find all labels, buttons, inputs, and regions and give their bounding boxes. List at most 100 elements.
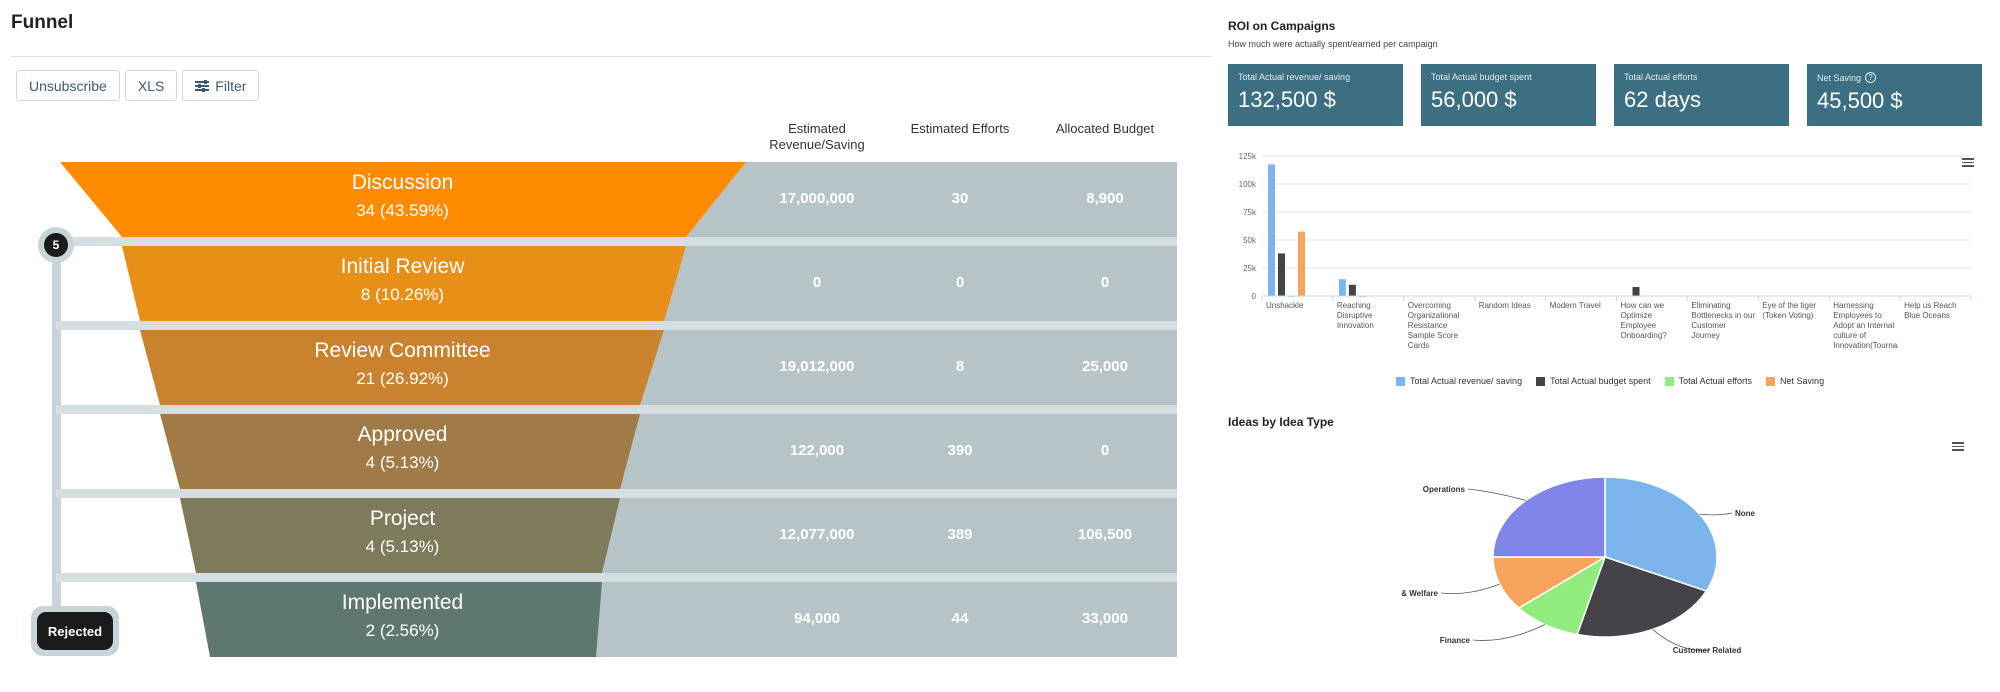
funnel-row[interactable]: Review Committee 21 (26.92%) 19,012,000 8 25… [0, 330, 1180, 405]
stage-estimated-efforts: 8 [955, 358, 965, 375]
bar[interactable] [1338, 279, 1346, 296]
col-header-estimated-efforts: Estimated Efforts [910, 121, 1010, 136]
funnel-rail [52, 228, 61, 612]
pie-connector [1440, 583, 1500, 594]
pie-connector [1699, 512, 1733, 516]
unsubscribe-label: Unsubscribe [29, 77, 107, 94]
unsubscribe-button[interactable]: Unsubscribe [16, 70, 120, 101]
stage-estimated-efforts: 389 [947, 526, 973, 543]
stage-allocated-budget: 0 [1100, 442, 1110, 459]
funnel-toolbar: Unsubscribe XLS Filter [16, 70, 260, 101]
help-icon[interactable]: ? [1865, 72, 1877, 83]
kpi-label-row: Total Actual efforts [1624, 72, 1779, 82]
funnel-stage-shape[interactable] [160, 414, 640, 489]
stage-value-band [560, 414, 1177, 489]
kpi-value: 62 days [1624, 87, 1702, 112]
stage-value-band [560, 582, 1177, 657]
col-header-estimated-revenue-line2: Revenue/Saving [769, 137, 865, 152]
y-tick-label: 25k [1243, 264, 1257, 273]
col-header-estimated-revenue-line1: Estimated [788, 121, 846, 136]
pie-connector [1467, 488, 1526, 501]
stage-allocated-budget: 25,000 [1082, 358, 1128, 375]
stage-allocated-budget: 106,500 [1077, 526, 1133, 543]
stage-value-band [560, 330, 1177, 405]
kpi-label-row: Net Saving? [1817, 72, 1972, 83]
kpi-card: Net Saving? 45,500 $ [1807, 64, 1982, 126]
roi-subtitle: How much were actually spent/earned per … [1228, 39, 1438, 49]
legend-item[interactable]: Net Saving [1766, 376, 1824, 386]
bar[interactable] [1632, 287, 1640, 296]
pie-connector [1472, 624, 1546, 641]
xls-export-button[interactable]: XLS [124, 70, 178, 101]
kpi-label: Total Actual budget spent [1431, 72, 1532, 82]
x-tick-label: Harnessing Employees to Adopt an Interna… [1833, 301, 1898, 350]
stage-name: Discussion [351, 171, 454, 194]
pie-slice[interactable] [1604, 476, 1718, 592]
kpi-value: 132,500 $ [1238, 87, 1336, 112]
legend-item[interactable]: Total Actual efforts [1664, 376, 1753, 386]
stage-count-badge[interactable]: 5 [38, 227, 74, 263]
roi-chart-legend: Total Actual revenue/ saving Total Actual… [1396, 376, 1824, 386]
funnel-row[interactable]: Initial Review 8 (10.26%) 0 0 0 [0, 246, 1180, 321]
legend-label: Total Actual budget spent [1550, 376, 1651, 386]
kpi-label: Total Actual revenue/ saving [1238, 72, 1351, 82]
funnel-row[interactable]: Discussion 34 (43.59%) 17,000,000 30 8,900 [0, 162, 1180, 237]
bar[interactable] [1298, 231, 1305, 296]
stage-value-band [560, 498, 1177, 573]
x-tick-label-box: Overcoming Organizational Resistance Sam… [1407, 301, 1460, 350]
legend-item[interactable]: Total Actual revenue/ saving [1396, 376, 1522, 386]
x-tick-label-box: How can we Optimize Employee Onboarding? [1621, 301, 1667, 340]
funnel-stage-shape[interactable] [140, 330, 664, 405]
legend-label: Total Actual efforts [1678, 376, 1753, 386]
col-header-allocated-budget: Allocated Budget [1055, 121, 1155, 136]
pie-slice[interactable] [1492, 556, 1608, 609]
roi-bar-chart: 0 25k 50k 75k 100k 125k Unshackle Reaching Disr… [1239, 152, 1972, 350]
stage-estimated-revenue: 12,077,000 [779, 526, 855, 543]
bar[interactable] [1268, 164, 1275, 296]
kpi-label: Net Saving [1817, 72, 1862, 83]
x-tick-label-box: Help us Reach Blue Oceans [1904, 301, 1957, 320]
stage-separator [56, 237, 1177, 246]
funnel-stage-shape[interactable] [180, 498, 620, 573]
rejected-button[interactable]: Rejected [37, 612, 113, 650]
stage-estimated-revenue: 0 [812, 274, 822, 291]
x-tick-label-box: Random Ideas [1479, 301, 1531, 310]
pie-slice[interactable] [1492, 476, 1606, 558]
funnel-stage-shape[interactable] [60, 162, 746, 237]
x-tick-label: Reaching Disruptive Innovation [1336, 301, 1374, 330]
legend-swatch [1766, 376, 1776, 386]
funnel-stage-shape[interactable] [122, 246, 686, 321]
stage-count: 34 (43.59%) [356, 201, 449, 220]
x-tick-label: Help us Reach Blue Oceans [1904, 301, 1957, 320]
legend-item[interactable]: Total Actual budget spent [1536, 376, 1651, 386]
filter-button[interactable]: Filter [182, 70, 260, 101]
funnel-row[interactable]: Approved 4 (5.13%) 122,000 390 0 [0, 414, 1180, 489]
funnel-row[interactable]: Implemented 2 (2.56%) 94,000 44 33,000 [0, 582, 1180, 657]
filter-label: Filter [215, 77, 247, 94]
stage-count: 4 (5.13%) [365, 453, 440, 472]
chart-menu-icon[interactable] [1962, 158, 1974, 167]
y-tick-label: 75k [1243, 208, 1257, 217]
y-tick-label: 100k [1239, 180, 1257, 189]
y-tick-label: 125k [1239, 152, 1257, 161]
x-tick-label: Eliminating Bottlenecks in our Customer … [1691, 301, 1755, 340]
pie-menu-icon[interactable] [1952, 442, 1964, 451]
stage-count: 4 (5.13%) [365, 537, 440, 556]
legend-swatch [1396, 376, 1405, 386]
stage-count-badge-value: 5 [44, 233, 68, 257]
stage-separator [56, 573, 1177, 582]
funnel-graphic [52, 162, 1177, 657]
kpi-card: Total Actual revenue/ saving 132,500 $ [1228, 64, 1403, 126]
funnel-stage-shape[interactable] [196, 582, 602, 657]
funnel-divider [11, 56, 1211, 57]
stage-estimated-efforts: 0 [955, 274, 965, 291]
kpi-card: Total Actual budget spent 56,000 $ [1421, 64, 1596, 126]
bar[interactable] [1348, 284, 1356, 296]
bar[interactable] [1278, 253, 1285, 296]
funnel-row[interactable]: Project 4 (5.13%) 12,077,000 389 106,500 [0, 498, 1180, 573]
x-tick-label: Overcoming Organizational Resistance Sam… [1407, 301, 1460, 350]
stage-name: Initial Review [340, 255, 465, 278]
xls-label: XLS [137, 77, 165, 94]
stage-allocated-budget: 33,000 [1082, 610, 1128, 627]
pie-label: HR & Welfare [1400, 589, 1439, 598]
